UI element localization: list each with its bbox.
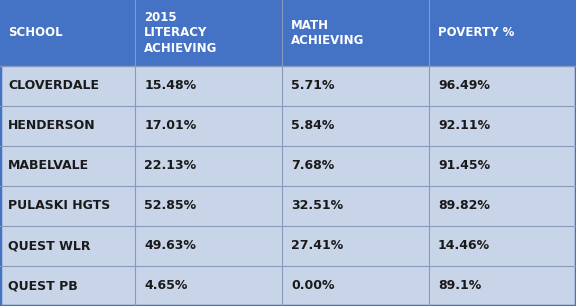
Text: QUEST PB: QUEST PB <box>8 279 78 293</box>
Bar <box>429 0 576 66</box>
Text: 22.13%: 22.13% <box>144 159 196 172</box>
Bar <box>282 266 429 306</box>
Text: MABELVALE: MABELVALE <box>8 159 89 172</box>
Bar <box>0 266 135 306</box>
Bar <box>282 226 429 266</box>
Bar <box>429 226 576 266</box>
Text: 32.51%: 32.51% <box>291 200 343 212</box>
Text: SCHOOL: SCHOOL <box>8 26 63 39</box>
Bar <box>135 0 282 66</box>
Bar <box>135 146 282 186</box>
Bar <box>282 146 429 186</box>
Bar <box>429 106 576 146</box>
Text: 15.48%: 15.48% <box>144 79 196 92</box>
Text: 91.45%: 91.45% <box>438 159 490 172</box>
Text: 2015
LITERACY
ACHIEVING: 2015 LITERACY ACHIEVING <box>144 11 218 55</box>
Text: 17.01%: 17.01% <box>144 119 196 132</box>
Bar <box>135 106 282 146</box>
Bar <box>429 66 576 106</box>
Bar <box>0 186 135 226</box>
Bar <box>0 226 135 266</box>
Bar <box>0 66 135 106</box>
Text: 96.49%: 96.49% <box>438 79 490 92</box>
Bar <box>0 0 135 66</box>
Bar <box>282 186 429 226</box>
Text: 52.85%: 52.85% <box>144 200 196 212</box>
Text: 5.71%: 5.71% <box>291 79 335 92</box>
Text: 4.65%: 4.65% <box>144 279 188 293</box>
Bar <box>282 0 429 66</box>
Bar <box>0 146 135 186</box>
Bar <box>282 66 429 106</box>
Text: MATH
ACHIEVING: MATH ACHIEVING <box>291 19 365 47</box>
Bar <box>135 226 282 266</box>
Text: 7.68%: 7.68% <box>291 159 334 172</box>
Bar <box>0 106 135 146</box>
Text: 0.00%: 0.00% <box>291 279 335 293</box>
Text: 5.84%: 5.84% <box>291 119 335 132</box>
Text: 89.82%: 89.82% <box>438 200 490 212</box>
Text: HENDERSON: HENDERSON <box>8 119 96 132</box>
Text: POVERTY %: POVERTY % <box>438 26 514 39</box>
Bar <box>135 66 282 106</box>
Text: 14.46%: 14.46% <box>438 240 490 252</box>
Text: 89.1%: 89.1% <box>438 279 481 293</box>
Bar <box>429 266 576 306</box>
Bar <box>429 146 576 186</box>
Text: 49.63%: 49.63% <box>144 240 196 252</box>
Text: QUEST WLR: QUEST WLR <box>8 240 90 252</box>
Text: PULASKI HGTS: PULASKI HGTS <box>8 200 111 212</box>
Bar <box>282 106 429 146</box>
Text: 92.11%: 92.11% <box>438 119 490 132</box>
Bar <box>135 266 282 306</box>
Text: 27.41%: 27.41% <box>291 240 343 252</box>
Text: CLOVERDALE: CLOVERDALE <box>8 79 99 92</box>
Bar <box>135 186 282 226</box>
Bar <box>429 186 576 226</box>
